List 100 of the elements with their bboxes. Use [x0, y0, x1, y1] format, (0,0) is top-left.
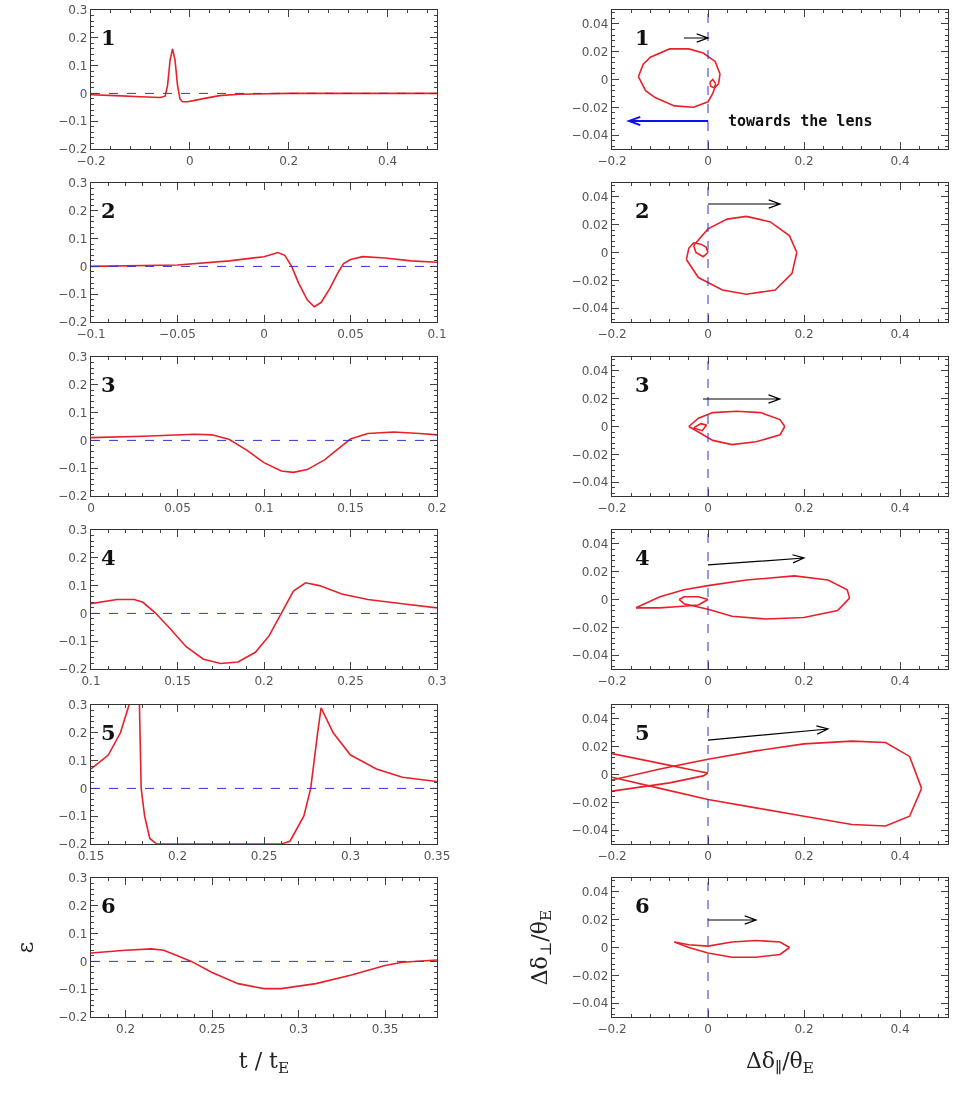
annotation: 2	[635, 198, 650, 223]
y-tick-label: 0.2	[68, 551, 88, 565]
y-tick-label: 0.1	[68, 578, 88, 593]
annotation: 3	[101, 372, 116, 397]
y-tick-label: −0.02	[571, 447, 609, 462]
y-tick-label: 0.3	[68, 350, 88, 365]
y-tick-label: 0.02	[581, 912, 609, 927]
y-tick-label: 0.04	[581, 17, 609, 32]
y-tick-label: −0.02	[571, 968, 609, 983]
annotation: towards the lens	[728, 112, 873, 130]
y-tick-label: 0	[600, 419, 609, 434]
annotation: 6	[101, 893, 116, 918]
y-tick-label: −0.02	[571, 273, 609, 288]
x-tick-label: 0.2	[794, 673, 814, 688]
y-tick-label: −0.04	[571, 996, 609, 1011]
x-tick-label: 0.2	[279, 153, 299, 168]
y-tick-label: 0	[600, 245, 609, 260]
x-tick-label: 0.3	[340, 848, 361, 863]
x-tick-label: 0.2	[794, 848, 814, 863]
x-tick-label: 0	[704, 500, 712, 515]
y-tick-label: 0.2	[68, 31, 88, 45]
y-tick-label: 0	[79, 433, 88, 448]
x-tick-label: 0.25	[198, 1021, 226, 1036]
x-tick-label: 0.3	[289, 1021, 309, 1036]
y-tick-label: −0.2	[58, 315, 88, 330]
x-tick-label: 0.4	[890, 326, 910, 341]
x-tick-label: 0.1	[427, 326, 447, 341]
y-tick-label: 0	[600, 767, 609, 782]
x-tick-label: 0.2	[794, 1021, 814, 1036]
y-tick-label: 0.2	[68, 204, 88, 218]
y-tick-label: 0.02	[581, 44, 609, 59]
y-tick-label: −0.02	[571, 620, 609, 635]
x-tick-label: 0.35	[371, 1021, 399, 1036]
y-tick-label: 0.3	[68, 176, 88, 191]
annotation: 5	[635, 720, 650, 745]
x-tick-label: 0	[260, 326, 268, 341]
x-tick-label: −0.05	[159, 326, 196, 341]
annotation: 6	[635, 893, 650, 918]
y-tick-label: −0.2	[58, 662, 88, 677]
x-tick-label: 0.4	[890, 848, 910, 863]
x-tick-label: 0.2	[794, 153, 814, 168]
y-tick-label: 0.1	[68, 926, 88, 941]
x-tick-label: 0.2	[794, 326, 814, 341]
x-tick-label: 0.05	[337, 326, 364, 341]
x-tick-label: 0.4	[890, 1021, 910, 1036]
x-tick-label: 0.2	[167, 848, 188, 863]
y-tick-label: 0	[79, 259, 88, 274]
y-tick-label: −0.1	[58, 982, 88, 997]
y-tick-label: 0	[600, 592, 609, 607]
y-tick-label: 0.1	[68, 405, 88, 420]
y-tick-label: −0.04	[571, 475, 609, 490]
y-tick-label: 0.04	[581, 885, 609, 900]
y-tick-label: 0.02	[581, 564, 609, 579]
x-tick-label: 0.15	[337, 500, 364, 515]
y-tick-label: −0.1	[58, 461, 88, 476]
x-tick-label: 0.4	[890, 153, 910, 168]
y-tick-label: −0.2	[58, 142, 88, 157]
y-tick-label: −0.2	[58, 1010, 88, 1025]
y-tick-label: 0.3	[68, 523, 88, 538]
y-tick-label: −0.1	[58, 809, 88, 824]
y-tick-label: 0.02	[581, 391, 609, 406]
y-tick-label: 0	[600, 940, 609, 955]
y-tick-label: 0.02	[581, 217, 609, 232]
annotation: 1	[101, 25, 116, 50]
y-axis-title: ε	[13, 941, 39, 954]
x-tick-label: 0.1	[254, 500, 274, 515]
y-tick-label: −0.1	[58, 634, 88, 649]
y-tick-label: 0.1	[68, 58, 88, 73]
x-tick-label: 0.4	[890, 673, 910, 688]
x-tick-label: 0	[704, 673, 712, 688]
y-tick-label: −0.1	[58, 114, 88, 129]
x-tick-label: 0.4	[378, 153, 398, 168]
y-tick-label: −0.02	[571, 100, 609, 115]
x-tick-label: 0	[186, 153, 194, 168]
annotation: 1	[635, 25, 650, 50]
x-tick-label: 0.2	[254, 673, 274, 688]
x-tick-label: 0.2	[116, 1021, 136, 1036]
y-tick-label: −0.2	[58, 489, 88, 504]
x-tick-label: 0	[704, 153, 712, 168]
annotation: 4	[635, 545, 650, 570]
y-tick-label: 0.3	[68, 698, 88, 713]
y-tick-label: 0.02	[581, 739, 609, 754]
y-tick-label: −0.04	[571, 301, 609, 316]
x-tick-label: 0.05	[164, 500, 191, 515]
x-tick-label: 0	[704, 1021, 712, 1036]
y-tick-label: 0	[79, 606, 88, 621]
y-tick-label: 0.04	[581, 537, 609, 552]
y-tick-label: 0.3	[68, 3, 88, 18]
x-tick-label: 0.25	[250, 848, 278, 863]
x-tick-label: 0	[704, 326, 712, 341]
x-axis-title: t / t$_{E}$	[238, 1048, 290, 1078]
y-tick-label: 0.1	[68, 231, 88, 246]
y-tick-label: 0.04	[581, 364, 609, 379]
annotation: 4	[101, 545, 116, 570]
y-tick-label: −0.1	[58, 287, 88, 302]
y-tick-label: −0.04	[571, 648, 609, 663]
y-tick-label: 0.04	[581, 190, 609, 205]
x-tick-label: 0.35	[423, 848, 451, 863]
x-tick-label: 0.25	[337, 673, 364, 688]
y-tick-label: 0	[79, 86, 88, 101]
